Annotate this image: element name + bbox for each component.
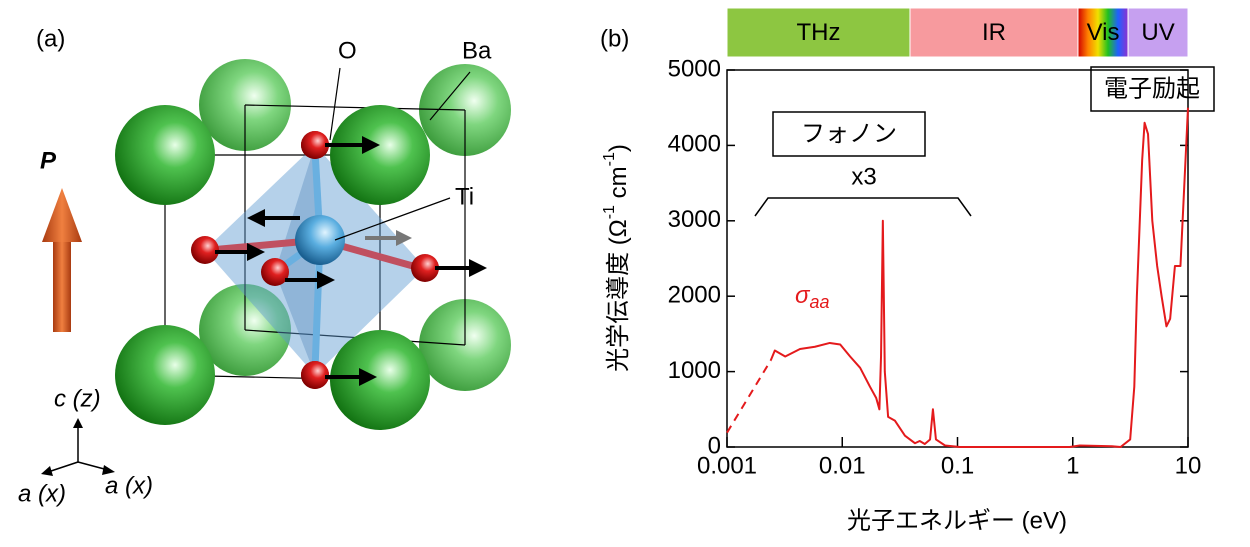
annotation: フォノン <box>801 120 897 147</box>
x-tick-label: 0.001 <box>697 452 757 479</box>
y-tick-label: 5000 <box>668 55 721 82</box>
annotation: x3 <box>851 163 876 190</box>
axis-label: c (z) <box>54 385 101 412</box>
y-tick-label: 2000 <box>668 282 721 309</box>
x-tick-label: 0.1 <box>941 452 974 479</box>
y-tick-label: 0 <box>708 432 721 459</box>
y-axis-label-part: cm <box>605 166 632 205</box>
band-label: Vis <box>1087 19 1120 46</box>
series-label-subscript: aa <box>809 292 829 312</box>
series-label-symbol: σ <box>795 282 811 309</box>
band <box>909 7 1079 58</box>
data-line <box>726 359 772 434</box>
atom-label: Ba <box>462 37 492 64</box>
axis-label: a (x) <box>18 480 66 507</box>
band-label: IR <box>982 19 1006 46</box>
band-label: THz <box>796 19 840 46</box>
panel-label: (a) <box>36 25 65 52</box>
annotation: 電子励起 <box>1104 75 1200 102</box>
axis-label: a (x) <box>105 472 153 499</box>
y-tick-label: 4000 <box>668 131 721 158</box>
y-axis-label: 光学伝導度 (Ω-1 cm-1) <box>601 144 632 372</box>
annotation-box <box>772 111 926 157</box>
y-axis-label-part: ) <box>605 144 632 152</box>
atom-label: O <box>338 37 357 64</box>
x-tick-label: 10 <box>1175 452 1202 479</box>
annotation-box <box>1090 66 1215 112</box>
y-axis-label-part: -1 <box>601 152 618 166</box>
band <box>726 7 911 58</box>
band <box>1127 7 1189 58</box>
y-tick-label: 1000 <box>668 357 721 384</box>
series-label: σaa <box>795 282 830 311</box>
band-label: UV <box>1141 19 1174 46</box>
band <box>1077 7 1129 58</box>
x-tick-label: 1 <box>1066 452 1079 479</box>
crystal-structure <box>41 59 511 476</box>
y-axis-label-part: -1 <box>601 205 618 219</box>
y-axis-label-part: 光学伝導度 (Ω <box>605 219 632 372</box>
bracket <box>754 197 972 217</box>
polarization-label: P <box>40 147 57 174</box>
data-line <box>769 107 1189 448</box>
x-axis-label: 光子エネルギー (eV) <box>847 507 1067 534</box>
panel-label: (b) <box>600 25 629 52</box>
atom-label: Ti <box>455 183 474 210</box>
x-tick-label: 0.01 <box>819 452 866 479</box>
y-tick-label: 3000 <box>668 206 721 233</box>
